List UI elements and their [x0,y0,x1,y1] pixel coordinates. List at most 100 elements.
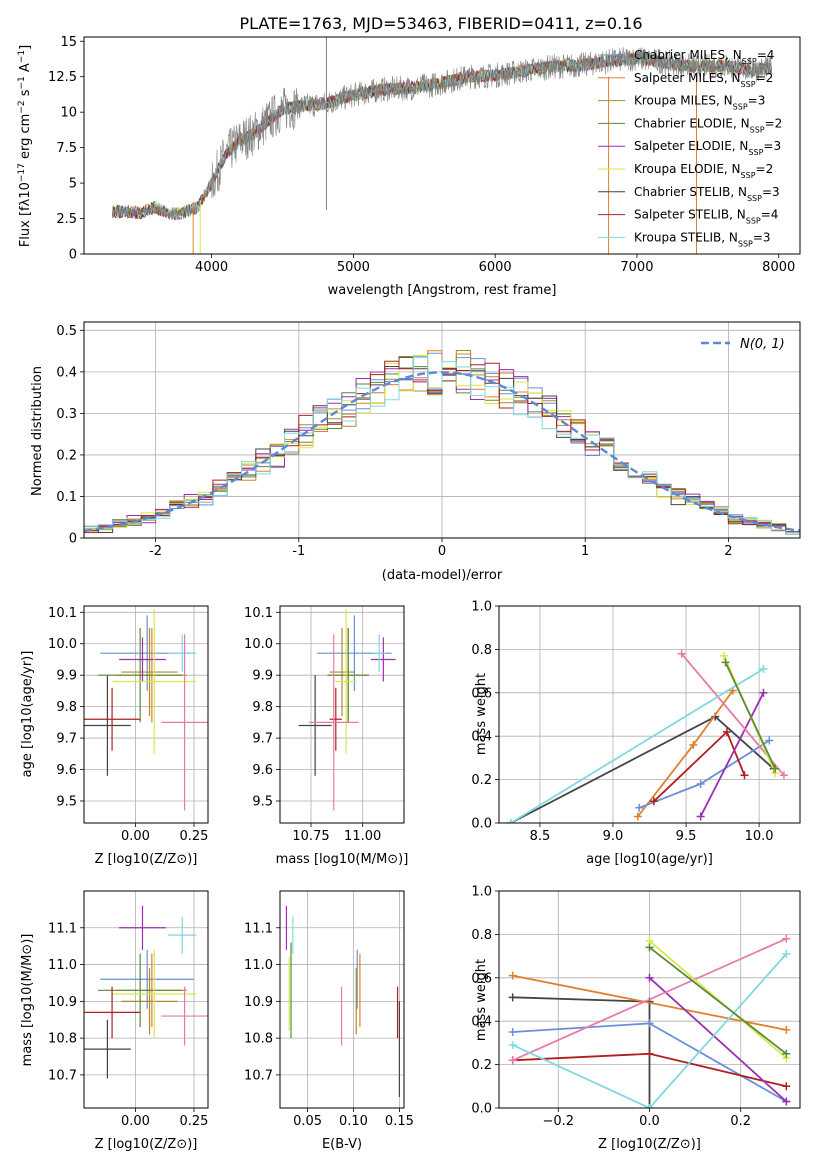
weight-marker [782,1097,791,1106]
plot-area [508,934,791,1108]
weight-marker [721,658,730,667]
y-tick-label: 0.5 [56,324,77,339]
x-tick-label: 10.0 [745,829,774,844]
x-axis-label: Z [log10(Z/Z⊙)] [95,852,198,867]
y-tick-label: 10.8 [48,1032,77,1047]
sub: SSP [742,57,757,66]
x-tick-label: 0.15 [385,1114,414,1129]
legend-entry: Salpeter MILES, NSSP=2 [634,71,773,89]
y-tick-label: 2.5 [56,212,77,227]
x-axis-label: wavelength [Angstrom, rest frame] [328,283,557,298]
axes-frame [83,36,801,255]
y-tick-label: 0.0 [471,1102,492,1117]
x-tick-label: 1 [581,544,589,559]
figure-title: PLATE=1763, MJD=53463, FIBERID=0411, z=0… [239,14,642,33]
weight-line [510,668,764,823]
mass-vs-extinction-panel: 0.05 0.10 0.15 10.7 10.8 10.9 11.0 11.1 E(B-V) [244,890,414,1152]
sub: SSP [741,79,756,88]
rest: =3 [753,230,771,244]
y-axis-label: mass [log10(M/M⊙)] [20,934,35,1067]
legend-entry: Kroupa ELODIE, NSSP=2 [634,162,773,180]
x-tick-label: 11.00 [344,829,381,844]
axes-frame [83,890,209,1109]
x-tick-label: 4000 [195,260,228,275]
unit: s [18,89,33,100]
y-axis-label: Flux [fλ10−17 erg cm−2 s−1 A−1] [17,45,33,247]
x-tick-label: 0.00 [121,829,150,844]
weight-marker [720,651,729,660]
spectrum-panel: 4000 5000 6000 7000 8000 0 2.5 5 7.5 10 12.5 15 wave… [17,35,801,298]
sup: −17 [17,163,27,182]
x-tick-label: -2 [149,544,162,559]
y-tick-label: 15 [60,35,77,50]
weight-marker [782,1049,791,1058]
weight-marker [635,803,644,812]
weight-marker [508,1056,517,1065]
y-tick-label: 0.8 [471,928,492,943]
y-axis-label: mass weight [474,959,489,1041]
weight-marker [782,1082,791,1091]
weight-vs-age-panel: 8.5 9.0 9.5 10.0 0.0 0.2 0.4 0.6 0.8 1.0 age [log1… [471,600,801,867]
weight-marker [677,649,686,658]
legend-entry: Chabrier MILES, NSSP=4 [634,48,774,66]
x-tick-label: 0 [438,544,446,559]
x-axis-label: Z [log10(Z/Z⊙)] [598,1137,701,1152]
x-axis-label: Z [log10(Z/Z⊙)] [95,1137,198,1152]
y-tick-label: 11.1 [48,921,77,936]
age-vs-mass-panel: 10.75 11.00 9.5 9.6 9.7 9.8 9.9 10.0 10.1 mass [l… [244,605,408,867]
y-tick-label: 0.3 [56,407,77,422]
x-tick-label: 6000 [479,260,512,275]
weight-marker [506,819,515,823]
weight-marker [759,664,768,673]
weight-line [512,974,787,1031]
weight-marker [645,1019,654,1028]
axes-frame [279,890,405,1109]
sub: SSP [746,216,761,225]
weight-marker [782,1025,791,1034]
rest: =4 [761,208,779,222]
y-tick-label: 0.2 [471,773,492,788]
x-tick-label: 0.05 [293,1114,322,1129]
y-tick-label: 0.6 [471,686,492,701]
weight-marker [645,1049,654,1058]
y-axis-label: Normed distribution [30,366,45,496]
weight-marker [782,949,791,958]
weight-marker [508,1028,517,1037]
x-tick-label: 8000 [762,260,795,275]
x-tick-label: 2 [724,544,732,559]
y-tick-label: 0.1 [56,490,77,505]
y-tick-label: 0.2 [471,1058,492,1073]
plot-area [506,649,788,823]
weight-marker [696,779,705,788]
weight-vs-metallicity-panel: −0.2 0.0 0.2 0.0 0.2 0.4 0.6 0.8 1.0 Z [log10(Z/Z… [471,885,801,1152]
weight-line [648,946,787,1055]
x-tick-label: 9.0 [603,829,624,844]
y-tick-label: 1.0 [471,885,492,900]
y-axis-label: mass weight [474,673,489,755]
sub: SSP [733,102,748,111]
y-tick-label: 11.1 [244,921,273,936]
y-tick-label: 10.7 [244,1068,273,1083]
plot-area [84,609,208,811]
age-vs-metallicity-panel: 0.00 0.25 9.5 9.6 9.7 9.8 9.9 10.0 10.1 Z [log10(… [20,605,209,867]
unit: erg cm [18,114,33,163]
plot-area [84,350,800,537]
weight-marker [649,797,658,806]
rest: =2 [756,71,774,85]
legend-entry: Salpeter STELIB, NSSP=4 [634,208,778,226]
x-tick-label: 0.00 [121,1114,150,1129]
sup: −2 [17,100,27,113]
legend-entry: Chabrier ELODIE, NSSP=2 [634,116,782,133]
y-tick-label: 9.5 [56,794,77,809]
y-tick-label: 0.8 [471,643,492,658]
x-axis-label: E(B-V) [322,1137,362,1152]
weight-line [512,953,787,1108]
axes-frame [498,605,801,824]
plot-area [84,905,208,1079]
x-tick-label: 0.10 [339,1114,368,1129]
y-tick-label: 9.6 [252,763,273,778]
x-tick-label: 0.25 [179,1114,208,1129]
observed-spectrum-line [112,47,772,219]
y-tick-label: 7.5 [56,141,77,156]
x-tick-label: −0.2 [542,1114,574,1129]
